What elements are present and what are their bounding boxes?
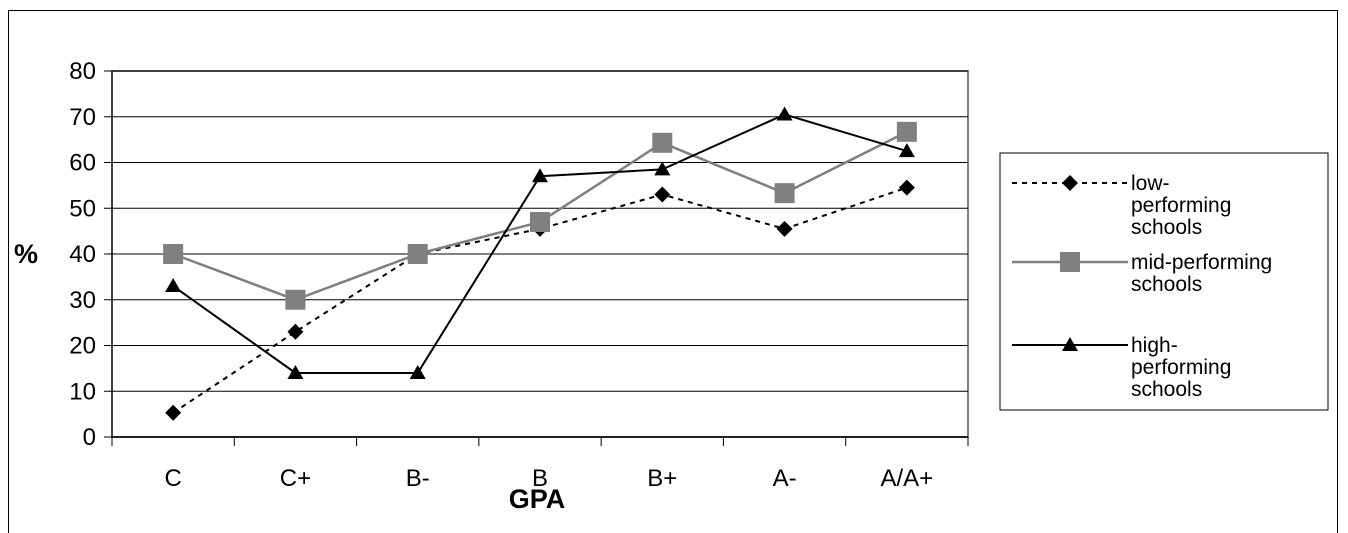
series-square [163, 121, 917, 310]
diamond-marker [654, 186, 671, 203]
y-axis-title: % [14, 239, 38, 269]
square-marker [407, 244, 428, 264]
x-tick-label: C+ [280, 465, 311, 492]
plot-area: 0 10 20 30 40 50 60 70 80 C C+ B- B B+ A- A/A+ [69, 58, 969, 492]
triangle-marker [776, 106, 793, 121]
triangle-marker [898, 143, 915, 158]
y-tick-label: 10 [69, 378, 96, 405]
square-marker [774, 183, 795, 204]
x-tick-label: B+ [647, 465, 677, 492]
y-tick-label: 60 [69, 150, 96, 177]
y-tick-label: 70 [69, 104, 96, 131]
legend-label: high- [1131, 334, 1178, 357]
square-marker [285, 289, 306, 310]
y-tick-label: 0 [83, 424, 96, 451]
x-tick-label: A- [773, 465, 797, 492]
diamond-marker [1062, 175, 1078, 191]
legend-label: schools [1131, 216, 1202, 239]
y-tick-label: 80 [69, 58, 96, 85]
diamond-marker [776, 220, 793, 237]
gridlines [112, 70, 968, 392]
x-axis: C C+ B- B B+ A- A/A+ [111, 436, 969, 492]
triangle-marker [165, 278, 182, 293]
y-tick-label: 40 [69, 241, 96, 268]
x-tick-label: B [532, 465, 548, 492]
series-layer [163, 106, 917, 421]
y-tick-label: 30 [69, 287, 96, 314]
triangle-marker [532, 168, 548, 183]
square-marker [1060, 252, 1080, 272]
square-marker [896, 121, 917, 142]
legend-label: mid-performing [1131, 251, 1272, 274]
legend-label: schools [1131, 378, 1202, 401]
x-axis-title: GPA [509, 484, 566, 514]
triangle-marker [1062, 337, 1078, 351]
diamond-marker [898, 179, 915, 196]
legend-label: low- [1131, 172, 1170, 195]
legend-label: performing [1131, 194, 1231, 217]
triangle-marker [287, 364, 304, 379]
y-axis: 0 10 20 30 40 50 60 70 80 [69, 58, 113, 451]
square-marker [163, 244, 184, 264]
legend-box [999, 152, 1329, 411]
square-marker [530, 211, 550, 232]
square-marker [652, 132, 673, 153]
diamond-marker [165, 404, 182, 421]
x-tick-label: B- [406, 465, 430, 492]
chart-frame [8, 10, 1338, 533]
x-tick-label: A/A+ [881, 465, 934, 492]
triangle-marker [409, 364, 426, 379]
triangle-marker [654, 161, 671, 176]
legend-label: performing [1131, 356, 1231, 379]
series-triangle [165, 106, 915, 379]
series-line [172, 113, 908, 374]
y-tick-label: 50 [69, 195, 96, 222]
legend-label: schools [1131, 273, 1202, 296]
y-tick-label: 20 [69, 333, 96, 360]
diamond-marker [287, 323, 304, 340]
x-tick-label: C [164, 465, 181, 492]
legend: low-performingschoolsmid-performingschoo… [999, 152, 1329, 411]
